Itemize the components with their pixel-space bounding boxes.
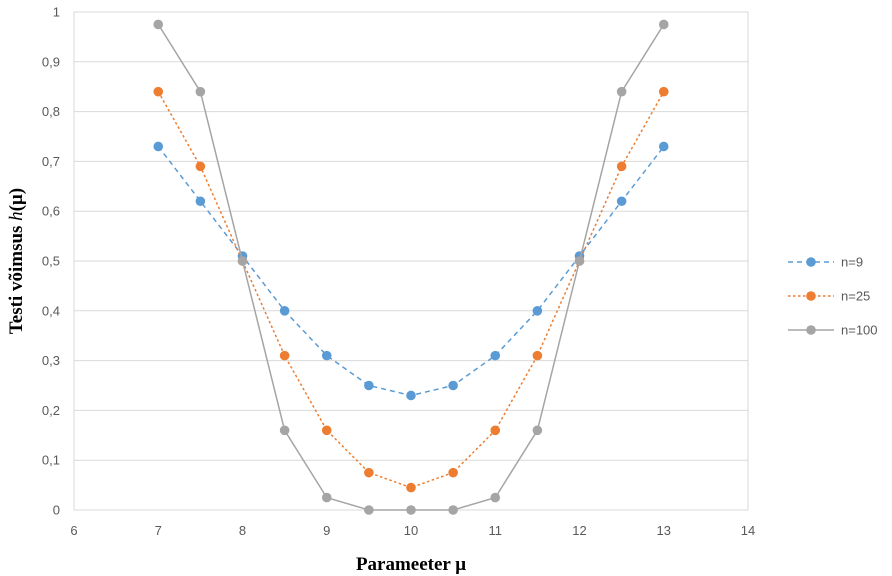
y-tick-label: 1 [53,5,60,20]
x-tick-label: 11 [489,523,503,538]
data-point [153,19,164,30]
y-tick-label: 0,2 [42,403,60,418]
y-tick-label: 0,4 [42,303,60,318]
data-point [321,492,332,503]
data-point [490,425,501,436]
x-tick-label: 14 [741,523,755,538]
legend: n=9 n=25 n=100 [788,255,878,338]
data-point [490,350,501,361]
series-line [157,91,665,489]
y-tick-label: 0,5 [42,254,60,269]
x-tick-label: 7 [155,523,162,538]
data-point [321,425,332,436]
data-point [658,141,669,152]
data-point [195,196,206,207]
x-tick-label: 12 [572,523,586,538]
y-tick-label: 0,3 [42,353,60,368]
y-axis-title: Testi võimsus h(μ) [6,188,27,334]
data-point [195,86,206,97]
legend-label: n=25 [841,289,870,304]
x-tick-label: 6 [70,523,77,538]
data-point [616,86,627,97]
data-point [195,161,206,172]
y-tick-label: 0,7 [42,154,60,169]
legend-marker [806,257,816,267]
legend-label: n=100 [841,323,878,338]
data-point [532,350,543,361]
data-point [153,86,164,97]
data-point [279,306,290,316]
y-tick-label: 0,8 [42,104,60,119]
data-point [153,141,164,152]
data-point [364,380,374,391]
x-tick-label: 8 [239,523,246,538]
data-point [364,467,374,478]
data-point [364,505,374,515]
data-point [279,350,290,361]
data-point [406,390,416,401]
data-point [406,482,416,493]
x-axis-title: Parameeter μ [356,554,466,575]
y-tick-label: 0 [53,503,60,518]
data-point [574,256,585,266]
legend-marker [806,325,816,335]
y-tick-label: 0,6 [42,204,60,219]
data-point [448,380,458,391]
data-point [532,306,543,316]
data-point [237,256,248,266]
data-point [658,19,669,30]
data-point [658,86,669,97]
data-point [616,196,627,207]
x-tick-label: 10 [404,523,418,538]
data-point [279,425,290,436]
x-axis-ticks: 6 7 8 9 10 11 12 13 14 [70,523,755,538]
y-tick-label: 0,9 [42,54,60,69]
y-axis-title-suffix: (μ) [6,188,27,211]
x-tick-label: 9 [323,523,330,538]
data-series [153,19,669,515]
y-axis-title-variable: h [6,211,27,221]
data-point [448,505,458,515]
legend-marker [806,291,816,301]
x-tick-label: 13 [657,523,671,538]
data-point [321,350,332,361]
y-axis-title-prefix: Testi võimsus [6,221,27,334]
series-line [157,24,665,511]
y-axis-ticks: 0 0,1 0,2 0,3 0,4 0,5 0,6 0,7 0,8 0,9 1 [42,5,60,518]
series-line [157,146,665,397]
data-point [616,161,627,172]
y-tick-label: 0,1 [42,453,60,468]
grid-lines [74,11,748,511]
data-point [532,425,543,436]
data-point [406,505,416,515]
data-point [448,467,458,478]
legend-label: n=9 [841,255,863,270]
data-point [490,492,501,503]
